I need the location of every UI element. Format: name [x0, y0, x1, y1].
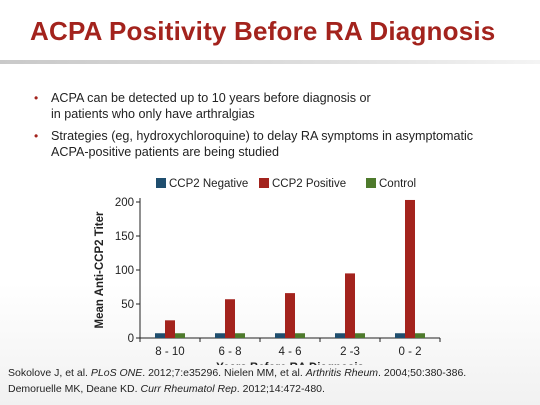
bar: [335, 333, 345, 338]
bar: [295, 333, 305, 338]
reference-text: Sokolove J, et al.: [8, 367, 91, 379]
bar: [225, 299, 235, 338]
legend-swatch: [156, 178, 166, 188]
y-tick-label: 150: [115, 231, 134, 243]
bullet-text-line: in patients who only have arthralgias: [51, 107, 255, 121]
bar: [165, 320, 175, 338]
reference-text: . 2004;50:380-386.: [378, 367, 467, 379]
legend-swatch: [259, 178, 269, 188]
legend-label: Control: [379, 178, 416, 190]
bar: [235, 333, 245, 338]
y-axis-label: Mean Anti-CCP2 Titer: [94, 211, 106, 328]
reference-line: Sokolove J, et al. PLoS ONE. 2012;7:e352…: [8, 365, 466, 381]
bullet-text-line: Strategies (eg, hydroxychloroquine) to d…: [51, 129, 474, 143]
x-tick-label: 6 - 8: [218, 346, 241, 358]
bar: [155, 333, 165, 338]
y-tick-label: 200: [115, 197, 134, 209]
bullet-marker-icon: •: [34, 91, 39, 105]
y-tick-label: 0: [128, 333, 134, 345]
bullet-text-line: ACPA-positive patients are being studied: [51, 145, 279, 159]
slide-title: ACPA Positivity Before RA Diagnosis: [30, 16, 496, 46]
bar: [175, 333, 185, 338]
bar: [275, 333, 285, 338]
bullet-marker-icon: •: [34, 129, 39, 143]
journal-name: Arthritis Rheum: [305, 367, 379, 379]
journal-name: PLoS ONE: [90, 367, 143, 379]
reference-text: . 2012;7:e35296. Nielen MM, et al.: [142, 367, 306, 379]
bar: [215, 333, 225, 338]
title-divider: [0, 60, 540, 64]
x-tick-label: 2 -3: [340, 346, 360, 358]
reference-line: Demoruelle MK, Deane KD. Curr Rheumatol …: [8, 381, 466, 397]
bullet-item: • Strategies (eg, hydroxychloroquine) to…: [32, 128, 527, 160]
bar: [285, 293, 295, 338]
bullet-text-line: ACPA can be detected up to 10 years befo…: [51, 91, 371, 105]
bar: [405, 199, 415, 338]
legend-label: CCP2 Positive: [272, 178, 346, 190]
x-axis-label: Years Before RA Diagnosis: [216, 362, 364, 365]
x-tick-label: 8 - 10: [155, 346, 184, 358]
bar-chart: CCP2 Negative CCP2 Positive Control 0 50 100 1…: [94, 178, 441, 365]
bar: [415, 333, 425, 338]
legend-swatch: [366, 178, 376, 188]
references: Sokolove J, et al. PLoS ONE. 2012;7:e352…: [8, 365, 466, 397]
bar: [395, 333, 405, 338]
bar: [355, 333, 365, 338]
x-tick-label: 4 - 6: [278, 346, 301, 358]
reference-text: Demoruelle MK, Deane KD.: [8, 383, 141, 395]
journal-name: Curr Rheumatol Rep: [140, 383, 237, 395]
bullet-item: • ACPA can be detected up to 10 years be…: [32, 90, 527, 122]
x-tick-label: 0 - 2: [398, 346, 421, 358]
bar: [345, 273, 355, 338]
bullet-list: • ACPA can be detected up to 10 years be…: [32, 90, 527, 166]
y-tick-label: 100: [115, 265, 134, 277]
legend-label: CCP2 Negative: [169, 178, 248, 190]
y-tick-label: 50: [121, 299, 134, 311]
reference-text: . 2012;14:472-480.: [236, 383, 325, 395]
